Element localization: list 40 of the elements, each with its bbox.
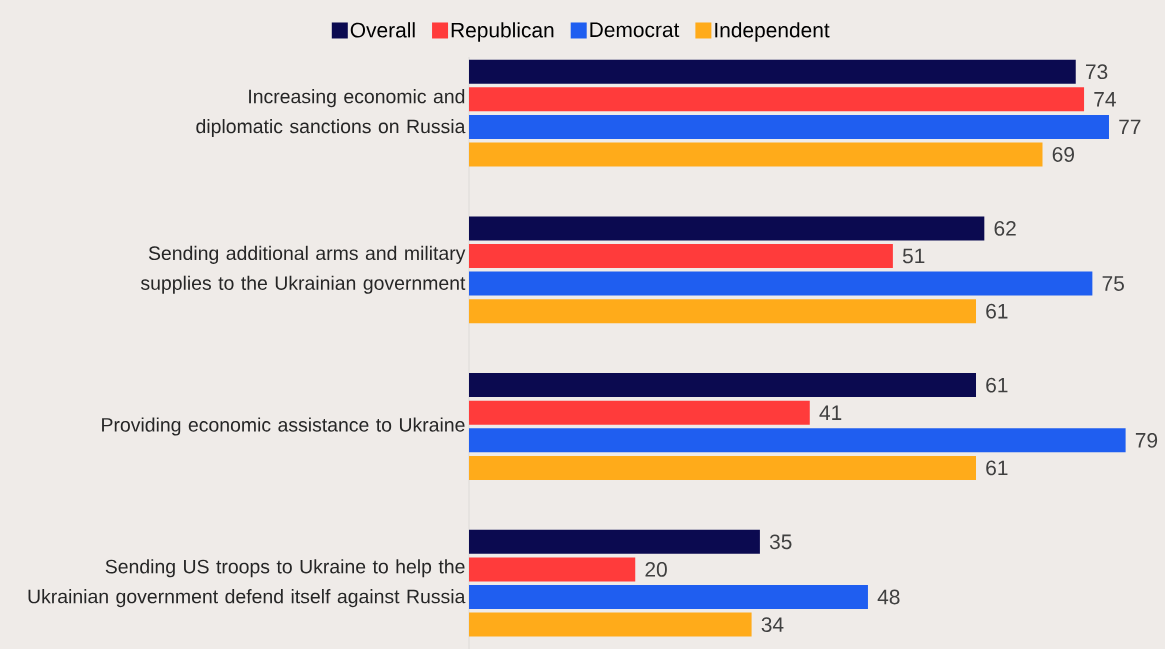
data-label: 73 bbox=[1086, 64, 1108, 80]
data-label: 62 bbox=[994, 221, 1016, 236]
data-label: 48 bbox=[877, 589, 900, 605]
bar bbox=[469, 400, 810, 425]
data-label: 74 bbox=[1094, 92, 1116, 107]
data-label: 77 bbox=[1119, 119, 1141, 135]
bar bbox=[469, 612, 752, 637]
data-label: 75 bbox=[1102, 276, 1124, 291]
y-tick-label: Sending additional arms and military supplies to the Ukrainian government bbox=[140, 245, 466, 294]
data-label: 61 bbox=[986, 377, 1008, 393]
bar bbox=[469, 584, 868, 609]
legend-label: Independent bbox=[715, 22, 830, 42]
data-label: 61 bbox=[986, 303, 1008, 319]
legend-label: Democrat bbox=[590, 22, 680, 38]
data-label: 79 bbox=[1135, 432, 1158, 448]
legend-label: Republican bbox=[451, 22, 554, 42]
bar bbox=[469, 216, 985, 241]
legend-label: Overall bbox=[350, 22, 415, 38]
data-label: 51 bbox=[902, 248, 925, 264]
y-tick-label: Increasing economic and diplomatic sanctions on Russia bbox=[196, 89, 466, 138]
bar bbox=[469, 529, 760, 554]
data-label: 34 bbox=[761, 617, 784, 632]
bar bbox=[469, 114, 1109, 139]
bar bbox=[469, 271, 1093, 296]
bar bbox=[469, 87, 1085, 112]
data-label: 20 bbox=[645, 561, 667, 577]
bar bbox=[469, 455, 976, 480]
data-label: 35 bbox=[769, 534, 792, 550]
bar bbox=[469, 299, 976, 324]
data-label: 69 bbox=[1052, 147, 1074, 162]
bar bbox=[469, 142, 1043, 167]
data-label: 61 bbox=[986, 460, 1008, 476]
data-label: 41 bbox=[819, 405, 842, 420]
bar bbox=[469, 59, 1076, 84]
bar bbox=[469, 428, 1126, 453]
y-tick-label: Providing economic assistance to Ukraine bbox=[102, 417, 465, 436]
bar bbox=[469, 373, 976, 398]
bar bbox=[469, 557, 636, 582]
y-tick-label: Sending US troops to Ukraine to help the Ukrainian government defend itself against Russia bbox=[28, 559, 466, 608]
bar bbox=[469, 244, 893, 268]
